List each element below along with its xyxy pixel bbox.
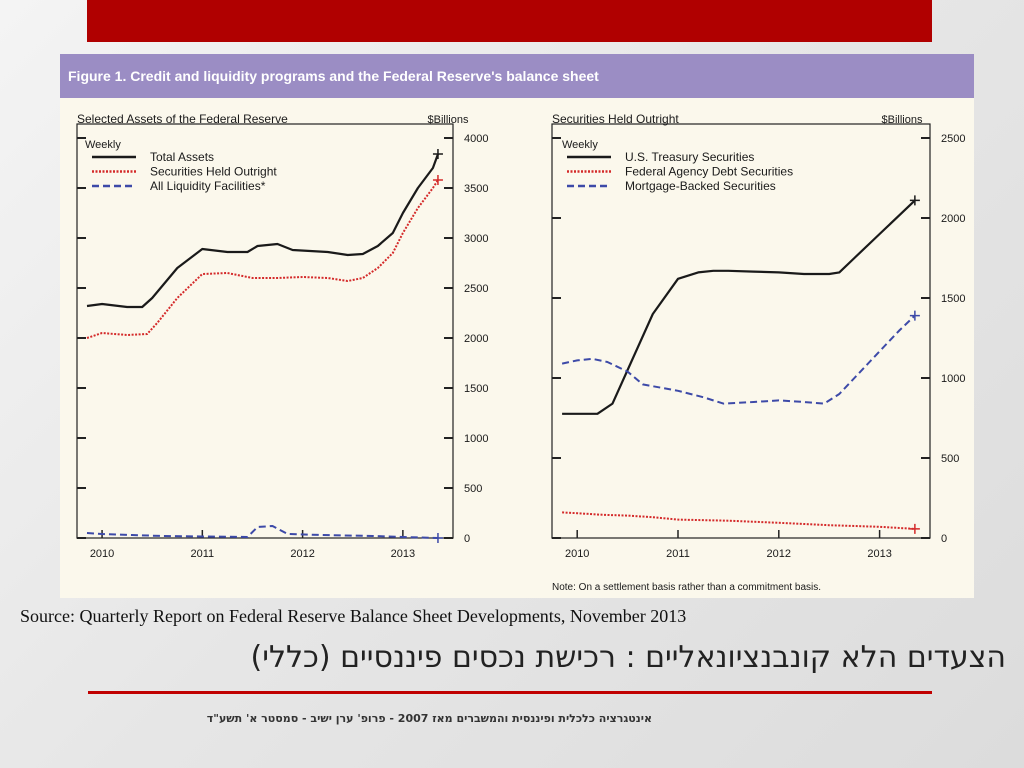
legend-label: Total Assets: [150, 150, 214, 164]
legend-label: Securities Held Outright: [150, 165, 277, 179]
legend-label: All Liquidity Facilities*: [150, 179, 266, 193]
slide-footer: אינטגרציה כלכלית ופיננסית והמשברים מאז 2…: [206, 712, 652, 725]
x-tick-label: 2011: [666, 548, 690, 560]
series-line-3: [561, 314, 916, 405]
series-endpoint-marker: [909, 195, 920, 206]
y-tick-label: 2000: [941, 213, 965, 225]
series-lines: [561, 195, 920, 534]
y-tick-label: 1000: [941, 373, 965, 385]
x-tick-label: 2013: [867, 548, 891, 560]
y-tick-label: 4000: [464, 133, 488, 145]
chart-securities-held: Securities Held Outright $Billions 0 500 1…: [551, 112, 965, 593]
x-tick-label: 2010: [565, 548, 589, 560]
legend-label: Federal Agency Debt Securities: [625, 165, 793, 179]
x-axis: 2010 2011 2012 2013: [90, 530, 415, 560]
x-tick-label: 2010: [90, 548, 114, 560]
plot-border: [76, 123, 454, 539]
series-endpoint-marker: [909, 310, 920, 321]
chart-title: Securities Held Outright: [552, 112, 679, 126]
series-line-2: [562, 511, 915, 530]
chart-title: Selected Assets of the Federal Reserve: [77, 112, 288, 126]
x-tick-label: 2012: [290, 548, 314, 560]
y-axis: 0 500 1000 1500 2000 2500: [552, 133, 965, 545]
unit-label: $Billions: [428, 114, 469, 126]
x-tick-label: 2011: [191, 548, 215, 560]
figure-panel: Figure 1. Credit and liquidity programs …: [60, 54, 974, 598]
y-tick-label: 3500: [464, 183, 488, 195]
series-endpoint-marker: [909, 523, 920, 534]
figure-title: Figure 1. Credit and liquidity programs …: [60, 54, 974, 98]
series-line-1: [562, 199, 916, 415]
y-tick-label: 2500: [464, 283, 488, 295]
slide-title: הצעדים הלא קונבנציונאליים : רכישת נכסים …: [250, 640, 1006, 675]
x-tick-label: 2012: [767, 548, 791, 560]
frequency-label: Weekly: [85, 139, 121, 151]
series-line-2: [86, 179, 439, 339]
unit-label: $Billions: [882, 114, 923, 126]
chart-note: Note: On a settlement basis rather than …: [552, 582, 821, 593]
y-tick-label: 1500: [941, 293, 965, 305]
y-tick-label: 0: [941, 533, 947, 545]
plot-frame: [76, 123, 454, 539]
plot-frame: [551, 123, 931, 539]
x-tick-label: 2013: [391, 548, 415, 560]
y-tick-label: 3000: [464, 233, 488, 245]
chart-selected-assets: Selected Assets of the Federal Reserve $…: [76, 112, 488, 560]
y-tick-label: 500: [464, 483, 482, 495]
plot-border: [551, 123, 931, 539]
y-tick-label: 500: [941, 453, 959, 465]
series-lines: [86, 149, 443, 543]
top-red-bar: [87, 0, 932, 42]
y-tick-label: 0: [464, 533, 470, 545]
series-endpoint-marker: [432, 533, 443, 543]
source-citation: Source: Quarterly Report on Federal Rese…: [20, 606, 687, 626]
x-axis: 2010 2011 2012 2013: [565, 530, 892, 560]
legend-label: Mortgage-Backed Securities: [625, 179, 776, 193]
series-line-3: [86, 525, 439, 539]
y-axis: 0 500 1000 1500 2000 2500 3000 3500 4000: [77, 133, 488, 545]
frequency-label: Weekly: [562, 139, 598, 151]
y-tick-label: 1500: [464, 383, 488, 395]
title-underline: [88, 691, 932, 694]
series-line-1: [86, 153, 440, 309]
series-endpoint-marker: [432, 149, 443, 159]
y-tick-label: 1000: [464, 433, 488, 445]
y-tick-label: 2500: [941, 133, 965, 145]
legend-label: U.S. Treasury Securities: [625, 150, 754, 164]
series-endpoint-marker: [432, 175, 443, 185]
y-tick-label: 2000: [464, 333, 488, 345]
